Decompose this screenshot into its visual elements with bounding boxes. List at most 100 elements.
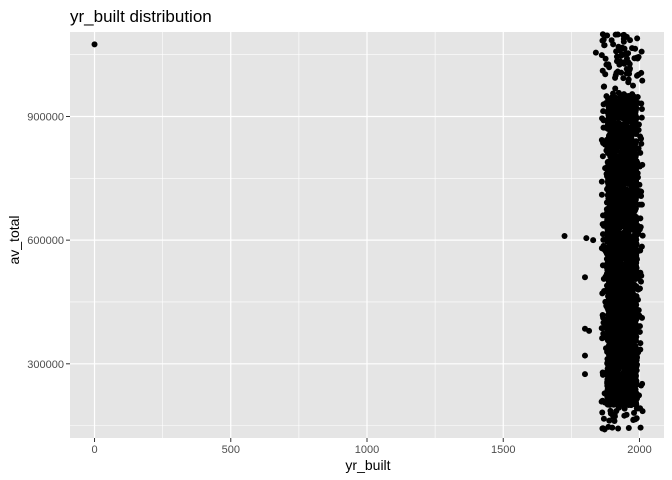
data-point	[617, 321, 624, 328]
data-point	[628, 195, 635, 202]
data-point	[600, 330, 607, 337]
data-point	[600, 319, 607, 326]
data-point	[624, 335, 631, 342]
data-point	[612, 145, 619, 152]
x-tick-label: 0	[91, 444, 97, 456]
data-point	[614, 345, 621, 352]
data-point	[602, 299, 609, 306]
data-point	[610, 41, 617, 48]
data-point	[614, 167, 621, 174]
data-point	[611, 354, 618, 361]
data-point	[605, 372, 612, 379]
data-point	[617, 52, 624, 59]
data-point	[612, 268, 619, 275]
data-point	[621, 365, 628, 372]
data-point	[608, 242, 615, 249]
data-point	[638, 114, 645, 121]
data-point	[607, 99, 614, 106]
data-point	[615, 308, 622, 315]
y-tick-label: 900000	[27, 111, 64, 123]
data-point	[613, 260, 620, 267]
data-point	[605, 104, 612, 111]
data-point	[561, 233, 568, 240]
data-point	[612, 31, 619, 38]
data-point	[638, 48, 645, 55]
data-point	[624, 348, 631, 355]
data-point	[620, 280, 627, 287]
data-point	[607, 257, 614, 264]
data-point	[622, 50, 629, 57]
data-point	[616, 101, 623, 108]
data-point	[612, 85, 619, 92]
data-point	[598, 52, 605, 59]
data-point	[633, 314, 640, 321]
data-point	[638, 135, 645, 142]
data-point	[622, 147, 629, 154]
data-point	[637, 188, 644, 195]
data-point	[616, 120, 623, 127]
data-point	[614, 107, 621, 114]
data-point	[598, 398, 605, 405]
data-point	[599, 371, 606, 378]
data-point	[629, 126, 636, 133]
data-point	[626, 65, 633, 72]
data-point	[618, 69, 625, 76]
data-point	[607, 407, 614, 414]
data-point	[599, 31, 606, 38]
data-point	[615, 187, 622, 194]
data-point	[618, 214, 625, 221]
data-point	[608, 387, 615, 394]
data-point	[626, 61, 633, 68]
data-point	[600, 36, 607, 43]
data-point	[637, 340, 644, 347]
data-point	[607, 325, 614, 332]
data-point	[619, 346, 626, 353]
data-point	[611, 275, 618, 282]
data-point	[629, 255, 636, 262]
data-point	[602, 165, 609, 172]
data-point	[606, 417, 613, 424]
tick-labels: 0 500 1000 1500 2000 300000 600000 900000	[27, 111, 651, 456]
data-point	[620, 75, 627, 82]
data-point	[604, 246, 611, 253]
data-point	[629, 234, 636, 241]
data-point	[614, 154, 621, 161]
data-point	[631, 409, 638, 416]
data-point	[618, 127, 625, 134]
data-point	[602, 55, 609, 62]
data-point	[614, 226, 621, 233]
data-point	[627, 261, 634, 268]
y-tick-label: 300000	[27, 359, 64, 371]
data-point	[605, 158, 612, 165]
data-point	[622, 313, 629, 320]
data-point	[614, 365, 621, 372]
axis-ticks	[66, 115, 640, 442]
data-point	[620, 182, 627, 189]
data-point	[600, 236, 607, 243]
data-point	[613, 138, 620, 145]
data-point	[583, 235, 590, 242]
data-point	[624, 138, 631, 145]
data-point	[610, 207, 617, 214]
data-point	[599, 290, 606, 297]
data-point	[632, 226, 639, 233]
data-point	[636, 323, 643, 330]
data-point	[610, 191, 617, 198]
data-point	[626, 172, 633, 179]
data-point	[603, 93, 610, 100]
data-point	[600, 275, 607, 282]
data-point	[624, 157, 631, 164]
data-point	[609, 198, 616, 205]
data-point	[617, 300, 624, 307]
data-point	[606, 225, 613, 232]
data-point	[622, 111, 629, 118]
data-point	[619, 376, 626, 383]
data-point	[615, 113, 622, 120]
data-point	[615, 404, 622, 411]
data-point	[609, 155, 616, 162]
data-point	[615, 43, 622, 50]
data-point	[633, 240, 640, 247]
data-point	[600, 314, 607, 321]
data-point	[619, 142, 626, 149]
data-point	[622, 199, 629, 206]
